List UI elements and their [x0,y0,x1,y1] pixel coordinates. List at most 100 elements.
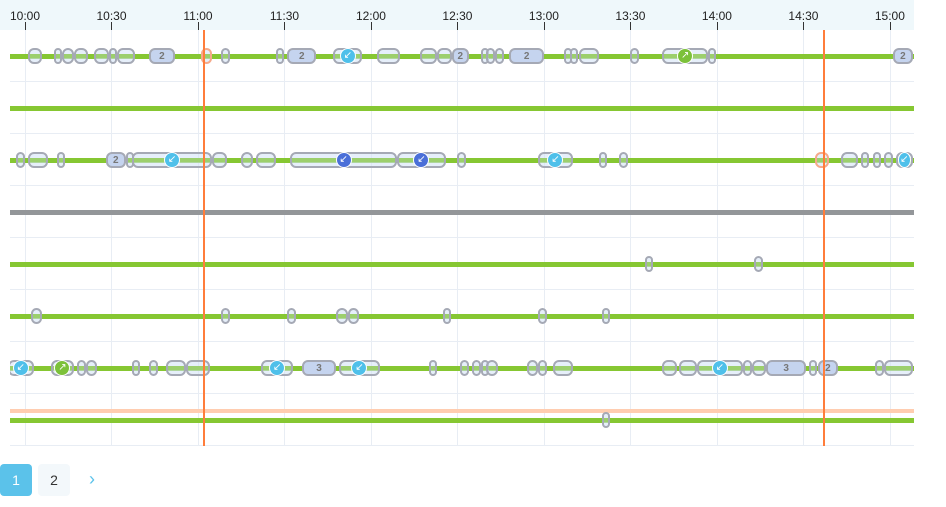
time-tick-label: 10:30 [96,9,127,23]
timeline-event[interactable]: ↙ [290,152,397,168]
timeline-event[interactable] [460,360,469,376]
timeline-event[interactable] [287,308,296,324]
timeline-event[interactable]: ↙ [696,360,743,376]
timeline-event[interactable] [131,360,141,376]
timeline-event[interactable]: ↗ [662,48,709,64]
timeline-event[interactable] [221,308,230,324]
timeline-event[interactable] [526,360,539,376]
timeline-event[interactable]: 3 [301,360,337,376]
timeline-event[interactable]: ↙ [396,152,446,168]
timeline-event[interactable] [76,360,86,376]
timeline-event[interactable] [618,152,628,168]
timeline-event[interactable] [27,152,49,168]
timeline-event[interactable]: ↙ [895,152,913,168]
row-track-active [10,262,914,267]
timeline-event[interactable] [662,360,677,376]
timeline-event[interactable]: ↗ [50,360,74,376]
timeline-event[interactable] [62,48,74,64]
timeline-event[interactable] [275,48,284,64]
timeline-event[interactable] [255,152,276,168]
timeline-event[interactable] [494,48,504,64]
timeline-event[interactable] [754,256,764,272]
timeline-event[interactable] [166,360,187,376]
timeline-event[interactable] [27,48,43,64]
timeline-event[interactable]: ↙ [333,48,363,64]
timeline-event[interactable]: 2 [105,152,126,168]
timeline-event[interactable] [200,48,213,64]
planned-line [10,409,914,413]
page-1-button[interactable]: 1 [0,464,32,496]
timeline-event[interactable] [861,152,870,168]
timeline-event[interactable] [30,308,43,324]
timeline-event[interactable] [809,360,818,376]
timeline-event[interactable] [872,152,882,168]
timeline-event[interactable] [186,360,210,376]
timeline-event[interactable] [630,48,640,64]
timeline-event[interactable] [428,360,438,376]
timeline-event[interactable] [221,48,230,64]
timeline-event[interactable]: 2 [451,48,469,64]
timeline-event[interactable] [875,360,885,376]
timeline-chart: 2 2 ↙ 2 2 ↗ 2 2 ↙ ↙ ↙ ↙ ↙ ↙ ↗ ↙ 3 ↙ ↙ 3 2 [10,30,914,446]
timeline-event[interactable]: ↙ [538,152,573,168]
timeline-event[interactable] [742,360,752,376]
timeline-event[interactable] [419,48,438,64]
timeline-event[interactable] [457,152,467,168]
timeline-event[interactable] [538,308,547,324]
tick-mark [889,22,891,30]
timeline-event[interactable] [601,412,611,428]
timeline-event[interactable] [437,48,452,64]
timeline-event[interactable]: 3 [765,360,807,376]
arrow-down-left-icon: ↙ [413,152,430,168]
timeline-event[interactable] [336,308,348,324]
timeline-event[interactable] [56,152,66,168]
timeline-event[interactable]: 2 [148,48,175,64]
timeline-event[interactable] [85,360,98,376]
timeline-event[interactable] [751,360,766,376]
timeline-event[interactable] [376,48,400,64]
timeline-event[interactable] [708,48,717,64]
timeline-event[interactable] [552,360,573,376]
chevron-right-icon[interactable]: › [89,469,95,489]
timeline-event[interactable] [486,48,495,64]
timeline-event[interactable] [108,48,118,64]
timeline-event[interactable] [679,360,697,376]
timeline-event[interactable]: 2 [287,48,317,64]
page-2-button[interactable]: 2 [38,464,70,496]
timeline-event[interactable] [117,48,135,64]
timeline-event[interactable] [578,48,599,64]
timeline-event[interactable] [486,360,498,376]
timeline-event[interactable]: ↙ [10,360,34,376]
timeline-event[interactable] [644,256,654,272]
timeline-event[interactable]: 2 [892,48,913,64]
row-track-inactive [10,210,914,215]
timeline-event[interactable]: 2 [817,360,838,376]
timeline-event[interactable] [16,152,25,168]
timeline-event[interactable] [94,48,109,64]
timeline-event[interactable] [569,48,578,64]
time-axis-header: 10:00 10:30 11:00 11:30 12:00 12:30 13:00 13:30… [0,0,914,30]
timeline-event[interactable] [148,360,158,376]
timeline-event[interactable] [74,48,89,64]
current-time-marker [202,30,205,446]
timeline-event[interactable] [212,152,227,168]
event-count: 2 [900,50,906,62]
timeline-event[interactable]: ↙ [261,360,294,376]
timeline-event[interactable] [884,360,913,376]
timeline-event[interactable] [347,308,360,324]
timeline-event[interactable] [241,152,253,168]
timeline-event[interactable]: 2 [509,48,544,64]
timeline-event[interactable] [884,152,893,168]
timeline-event[interactable] [598,152,607,168]
timeline-event[interactable]: ↙ [339,360,380,376]
timeline-event[interactable] [471,360,481,376]
timeline-event[interactable] [538,360,547,376]
tick-mark [716,22,718,30]
timeline-event[interactable] [53,48,63,64]
timeline-event[interactable] [814,152,830,168]
timeline-event[interactable] [443,308,452,324]
timeline-event[interactable]: ↙ [131,152,213,168]
time-tick-label: 12:30 [442,9,473,23]
timeline-event[interactable] [840,152,859,168]
timeline-event[interactable] [601,308,611,324]
